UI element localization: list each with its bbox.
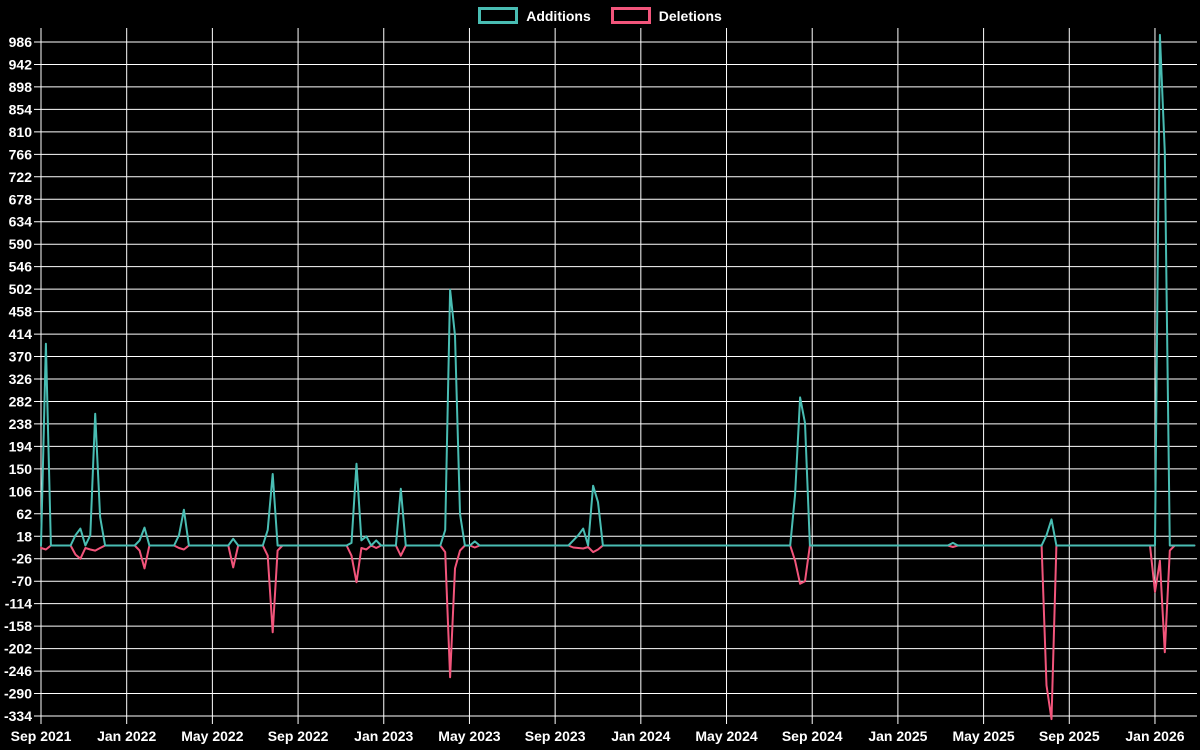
- deletions-swatch-icon: [610, 7, 651, 24]
- svg-text:678: 678: [9, 191, 33, 207]
- svg-text:Jan 2024: Jan 2024: [611, 728, 670, 744]
- svg-text:May 2022: May 2022: [181, 728, 243, 744]
- svg-text:238: 238: [9, 416, 33, 432]
- svg-text:150: 150: [9, 461, 33, 477]
- svg-text:Sep 2024: Sep 2024: [782, 728, 843, 744]
- additions-swatch-icon: [478, 7, 519, 24]
- legend-item-additions[interactable]: Additions: [478, 7, 591, 24]
- svg-text:-158: -158: [4, 618, 32, 634]
- svg-text:-70: -70: [12, 573, 32, 589]
- svg-text:458: 458: [9, 304, 33, 320]
- svg-text:282: 282: [9, 393, 33, 409]
- svg-text:Jan 2023: Jan 2023: [354, 728, 413, 744]
- svg-text:May 2023: May 2023: [438, 728, 500, 744]
- svg-text:854: 854: [9, 101, 33, 117]
- svg-text:810: 810: [9, 124, 33, 140]
- svg-text:722: 722: [9, 169, 33, 185]
- svg-text:62: 62: [16, 506, 32, 522]
- svg-text:-26: -26: [12, 551, 32, 567]
- svg-text:Jan 2022: Jan 2022: [97, 728, 156, 744]
- svg-text:May 2024: May 2024: [695, 728, 757, 744]
- svg-text:414: 414: [9, 326, 33, 342]
- svg-text:-246: -246: [4, 663, 32, 679]
- svg-text:106: 106: [9, 483, 33, 499]
- svg-text:Sep 2025: Sep 2025: [1039, 728, 1100, 744]
- svg-text:898: 898: [9, 79, 33, 95]
- svg-text:634: 634: [9, 214, 33, 230]
- legend-label-additions: Additions: [526, 7, 591, 24]
- svg-text:194: 194: [9, 438, 33, 454]
- svg-text:Sep 2023: Sep 2023: [525, 728, 586, 744]
- svg-text:May 2025: May 2025: [952, 728, 1014, 744]
- svg-text:766: 766: [9, 146, 33, 162]
- svg-text:Sep 2021: Sep 2021: [11, 728, 72, 744]
- svg-text:502: 502: [9, 281, 33, 297]
- svg-text:-114: -114: [5, 596, 32, 612]
- legend-item-deletions[interactable]: Deletions: [610, 7, 722, 24]
- svg-text:546: 546: [9, 259, 33, 275]
- svg-text:326: 326: [9, 371, 33, 387]
- svg-text:942: 942: [9, 56, 33, 72]
- legend-label-deletions: Deletions: [658, 7, 722, 24]
- svg-text:370: 370: [9, 349, 33, 365]
- svg-text:590: 590: [9, 236, 33, 252]
- svg-text:Jan 2026: Jan 2026: [1125, 728, 1184, 744]
- svg-text:Jan 2025: Jan 2025: [868, 728, 927, 744]
- chart-legend: Additions Deletions: [0, 7, 1200, 24]
- svg-text:-290: -290: [4, 686, 32, 702]
- svg-text:-202: -202: [4, 641, 32, 657]
- svg-text:986: 986: [9, 34, 33, 50]
- svg-text:-334: -334: [4, 708, 32, 724]
- svg-text:18: 18: [16, 528, 32, 544]
- svg-text:Sep 2022: Sep 2022: [268, 728, 329, 744]
